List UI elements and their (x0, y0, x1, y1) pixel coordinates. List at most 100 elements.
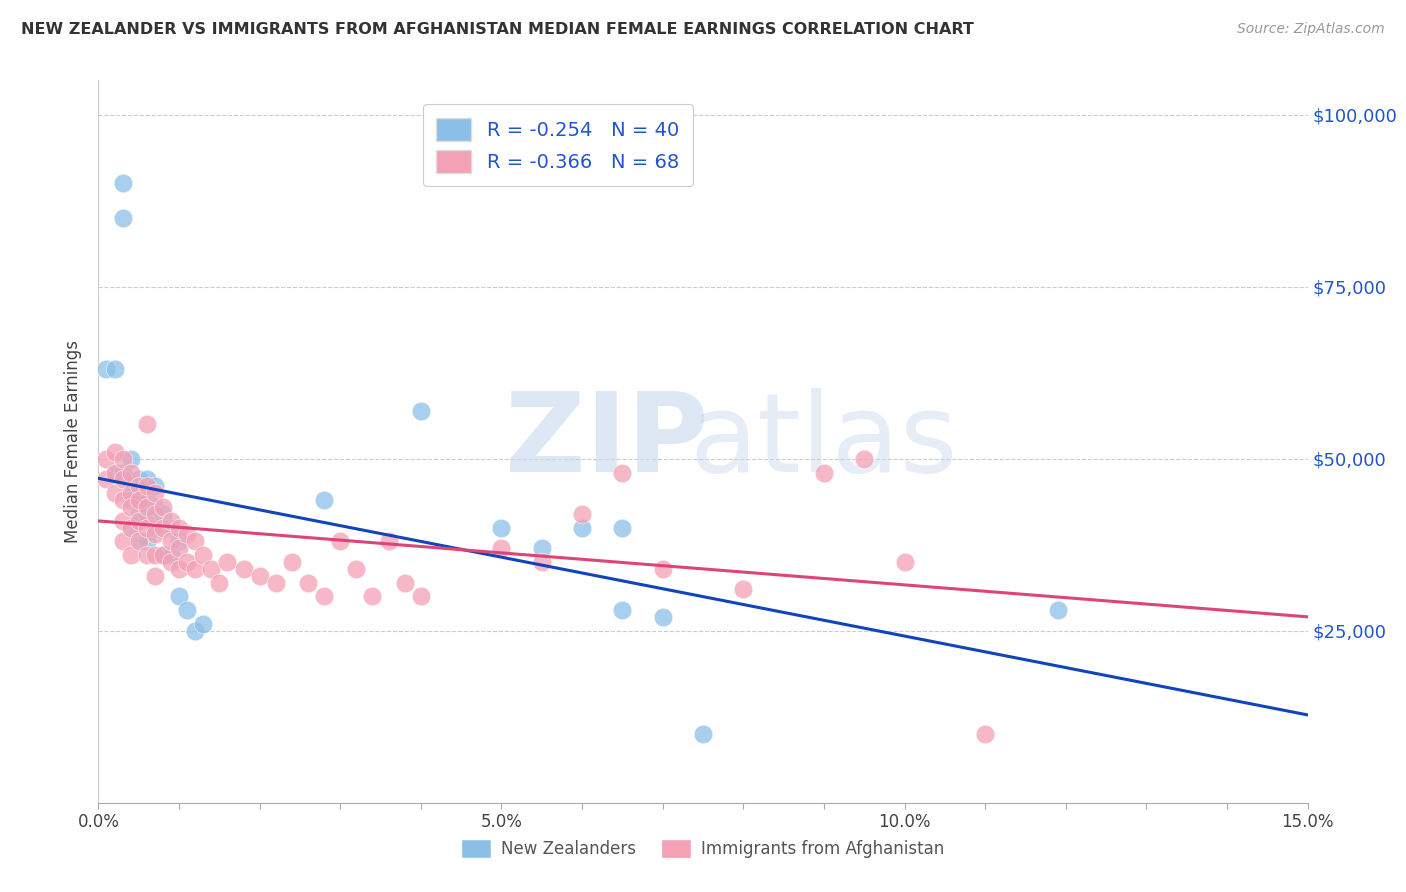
Point (612, 520, 634, 534)
Point (103, 362, 125, 376)
Point (193, 548, 215, 562)
Point (135, 507, 157, 521)
Point (128, 493, 150, 508)
Point (612, 466, 634, 480)
Text: NEW ZEALANDER VS IMMIGRANTS FROM AFGHANISTAN MEDIAN FEMALE EARNINGS CORRELATION : NEW ZEALANDER VS IMMIGRANTS FROM AFGHANI… (21, 22, 974, 37)
Point (135, 548, 157, 562)
Point (530, 555, 553, 569)
Point (344, 562, 367, 576)
Point (692, 727, 714, 741)
Point (128, 479, 150, 493)
Text: Source: ZipAtlas.com: Source: ZipAtlas.com (1237, 22, 1385, 37)
Point (103, 466, 125, 480)
Point (491, 541, 513, 556)
Text: ZIP: ZIP (505, 388, 709, 495)
Point (1046, 603, 1069, 617)
Point (167, 590, 190, 604)
Point (264, 575, 287, 590)
Point (135, 417, 157, 432)
Point (167, 541, 190, 556)
Point (167, 520, 190, 534)
Point (893, 555, 915, 569)
Point (143, 527, 166, 541)
Point (409, 590, 432, 604)
Point (120, 479, 142, 493)
Point (193, 616, 215, 631)
Point (733, 582, 755, 597)
Point (974, 727, 997, 741)
Point (143, 486, 166, 500)
Point (530, 541, 553, 556)
Point (128, 514, 150, 528)
Point (96, 451, 118, 466)
Point (377, 534, 399, 549)
Point (111, 177, 134, 191)
Point (111, 534, 134, 549)
Point (120, 548, 142, 562)
Point (651, 562, 673, 576)
Point (111, 451, 134, 466)
Point (128, 472, 150, 486)
Y-axis label: Median Female Earnings: Median Female Earnings (65, 340, 83, 543)
Point (135, 493, 157, 508)
Point (103, 466, 125, 480)
Point (361, 590, 384, 604)
Point (152, 520, 174, 534)
Point (160, 548, 183, 562)
Point (128, 534, 150, 549)
Legend: New Zealanders, Immigrants from Afghanistan: New Zealanders, Immigrants from Afghanis… (453, 830, 953, 867)
Point (612, 603, 634, 617)
Point (217, 555, 239, 569)
Point (409, 403, 432, 417)
Point (120, 520, 142, 534)
Point (96, 362, 118, 376)
Point (853, 451, 876, 466)
Point (128, 507, 150, 521)
Point (120, 451, 142, 466)
Point (491, 520, 513, 534)
Point (651, 610, 673, 624)
Point (249, 568, 271, 582)
Point (329, 534, 352, 549)
Point (135, 479, 157, 493)
Point (120, 520, 142, 534)
Point (143, 520, 166, 534)
Point (176, 603, 198, 617)
Point (111, 466, 134, 480)
Point (111, 514, 134, 528)
Point (143, 548, 166, 562)
Point (160, 555, 183, 569)
Point (143, 568, 166, 582)
Point (120, 493, 142, 508)
Point (571, 520, 593, 534)
Point (184, 562, 207, 576)
Point (314, 590, 336, 604)
Point (103, 486, 125, 500)
Point (571, 507, 593, 521)
Point (103, 445, 125, 459)
Point (813, 466, 835, 480)
Point (120, 500, 142, 514)
Point (394, 575, 416, 590)
Point (152, 500, 174, 514)
Point (297, 575, 319, 590)
Point (111, 472, 134, 486)
Text: atlas: atlas (690, 388, 957, 495)
Point (167, 562, 190, 576)
Point (128, 534, 150, 549)
Point (152, 507, 174, 521)
Point (176, 527, 198, 541)
Point (167, 534, 190, 549)
Point (281, 555, 304, 569)
Point (160, 514, 183, 528)
Point (160, 520, 183, 534)
Point (184, 624, 207, 638)
Point (184, 534, 207, 549)
Point (135, 520, 157, 534)
Point (128, 493, 150, 508)
Point (160, 534, 183, 549)
Point (143, 479, 166, 493)
Point (143, 507, 166, 521)
Point (143, 500, 166, 514)
Point (120, 486, 142, 500)
